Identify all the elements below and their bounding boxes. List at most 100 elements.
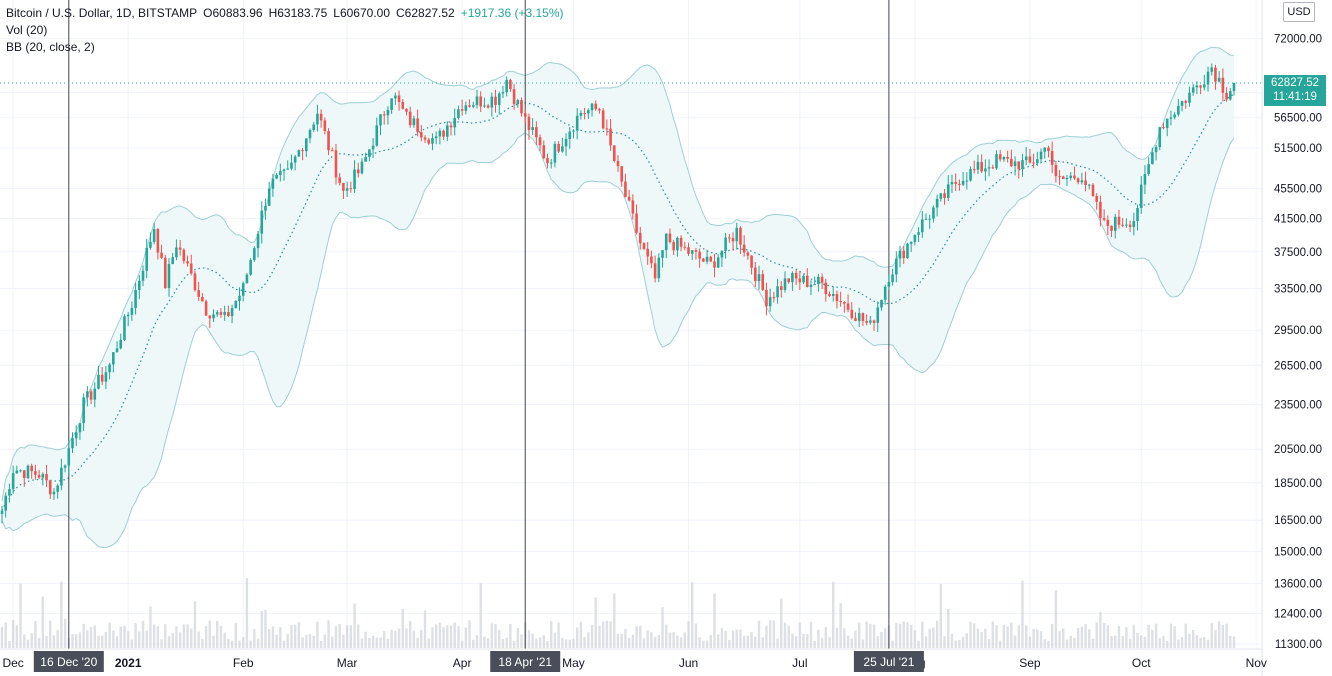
volume-bar — [1180, 637, 1184, 648]
candle-body — [917, 232, 920, 235]
candle-body — [672, 242, 675, 251]
candle-body — [1173, 114, 1176, 118]
volume-bar — [1206, 639, 1210, 648]
candle-body — [976, 161, 980, 170]
candle-body — [1177, 105, 1180, 115]
time-tick-label: Jul — [792, 656, 807, 670]
legend-bollinger[interactable]: BB (20, close, 2) — [6, 40, 95, 54]
candle-body — [1136, 207, 1139, 222]
legend-volume[interactable]: Vol (20) — [6, 23, 48, 37]
candle-body — [520, 100, 523, 114]
volume-bar — [1002, 624, 1006, 648]
candle-body — [375, 125, 379, 146]
candle-body — [483, 105, 486, 107]
volume-bar — [60, 581, 63, 648]
candle-body — [1024, 156, 1028, 161]
candle-body — [668, 233, 672, 243]
candle-body — [338, 177, 341, 183]
candle-body — [935, 198, 939, 208]
legend-change: +1917.36 (+3.15%) — [460, 6, 564, 20]
volume-bar — [987, 639, 991, 648]
volume-bar — [627, 637, 631, 648]
volume-bar — [253, 629, 256, 648]
candle-body — [609, 128, 612, 146]
volume-bar — [869, 623, 872, 648]
candle-body — [561, 146, 564, 152]
volume-bar — [898, 623, 902, 648]
currency-button[interactable]: USD — [1283, 2, 1315, 22]
volume-bar — [164, 624, 167, 648]
candle-body — [794, 272, 798, 279]
volume-bar — [542, 635, 545, 648]
volume-bar — [368, 637, 371, 648]
volume-bar — [338, 623, 341, 648]
volume-bar — [1143, 636, 1147, 648]
candle-body — [698, 251, 701, 259]
candle-body — [434, 136, 438, 139]
candle-body — [509, 79, 512, 90]
candle-body — [676, 237, 679, 251]
volume-bar — [1162, 635, 1165, 648]
candle-body — [535, 127, 538, 138]
price-tick-label: 37500.00 — [1274, 247, 1322, 259]
candle-body — [557, 143, 560, 152]
candle-body — [1143, 174, 1147, 185]
volume-bar — [728, 640, 731, 648]
volume-bar — [267, 629, 271, 648]
volume-bar — [156, 626, 160, 648]
candle-body — [349, 188, 353, 190]
volume-bar — [34, 621, 37, 648]
volume-bar — [167, 636, 171, 648]
volume-bar — [512, 640, 516, 648]
candle-body — [776, 286, 779, 298]
candle-body — [512, 89, 516, 105]
volume-bar — [932, 627, 935, 648]
volume-bar — [846, 635, 850, 648]
volume-bar — [138, 631, 141, 648]
volume-bar — [41, 596, 45, 648]
volume-bar — [1158, 638, 1161, 648]
candle-body — [238, 295, 241, 301]
volume-bar — [1095, 622, 1098, 648]
volume-bar — [895, 622, 898, 648]
volume-bar — [464, 627, 468, 648]
candle-body — [293, 156, 297, 163]
volume-bar — [1128, 638, 1132, 648]
candle-body — [78, 423, 82, 433]
volume-bar — [557, 622, 560, 648]
volume-bar — [754, 636, 757, 648]
candle-body — [108, 364, 111, 373]
legend-symbol[interactable]: Bitcoin / U.S. Dollar, 1D, BITSTAMP — [6, 6, 198, 20]
candle-body — [479, 96, 482, 107]
volume-bar — [371, 635, 375, 648]
candle-body — [112, 352, 115, 365]
candle-body — [572, 130, 575, 132]
volume-bar — [676, 635, 679, 648]
candle-body — [846, 303, 850, 310]
candle-body — [1062, 176, 1065, 179]
candle-body — [817, 276, 820, 285]
volume-bar — [527, 630, 531, 648]
volume-bar — [486, 638, 490, 648]
time-marker-label: 25 Jul '21 — [863, 655, 914, 669]
volume-bar — [71, 634, 74, 648]
volume-bar — [564, 639, 568, 648]
time-marker-label: 18 Apr '21 — [498, 655, 552, 669]
candle-body — [197, 290, 200, 297]
volume-bar — [809, 621, 813, 648]
candle-body — [390, 98, 393, 110]
volume-bar — [49, 620, 52, 648]
volume-bar — [661, 607, 664, 648]
volume-bar — [1010, 622, 1013, 648]
volume-bar — [720, 627, 724, 648]
time-marker-label-bg — [33, 651, 104, 672]
volume-bar — [702, 640, 705, 648]
candle-body — [115, 348, 119, 353]
candle-body — [913, 234, 917, 242]
candle-body — [505, 79, 508, 93]
volume-bar — [913, 630, 917, 648]
volume-bar — [1065, 639, 1069, 648]
candle-body — [163, 257, 167, 289]
volume-bar — [494, 624, 497, 648]
